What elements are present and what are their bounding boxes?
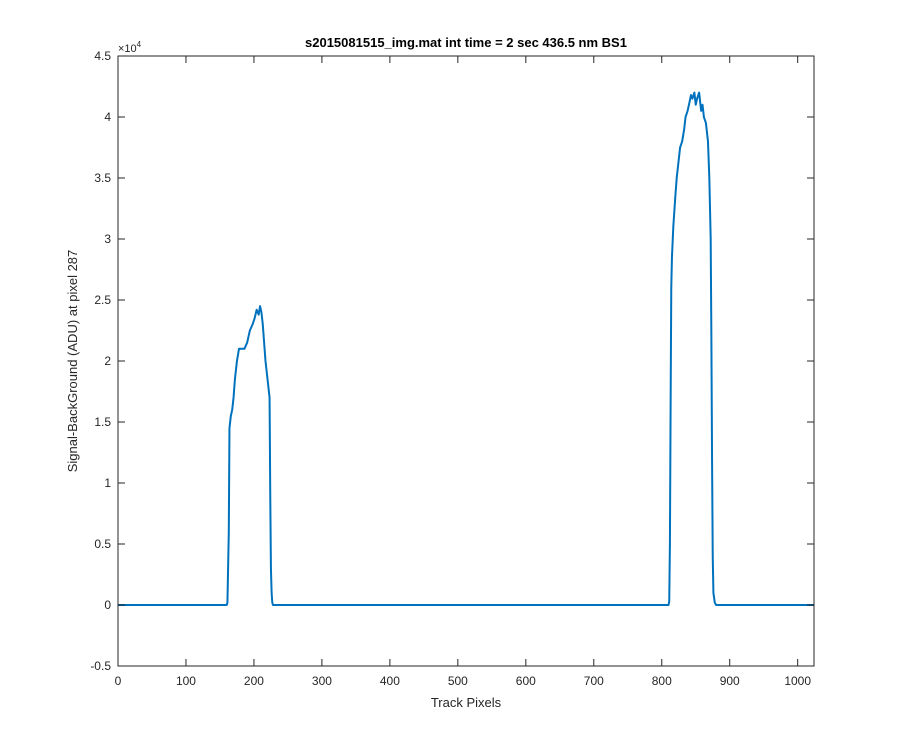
x-tick-label: 600 xyxy=(516,674,536,688)
y-tick-label: 2.5 xyxy=(94,293,111,307)
x-tick-label: 0 xyxy=(115,674,122,688)
y-axis-multiplier-exponent: 4 xyxy=(137,40,142,49)
x-tick-label: 500 xyxy=(448,674,468,688)
series-layer xyxy=(118,91,814,606)
y-axis: -0.5 0 0.5 1 1.5 2 2.5 3 3.5 4 4.5 xyxy=(90,49,814,673)
y-axis-label: Signal-BackGround (ADU) at pixel 287 xyxy=(65,250,80,473)
y-tick-label: 1 xyxy=(104,476,111,490)
y-tick-label: -0.5 xyxy=(90,659,111,673)
x-tick-label: 300 xyxy=(312,674,332,688)
y-tick-label: 4 xyxy=(104,110,111,124)
x-tick-label: 100 xyxy=(176,674,196,688)
y-tick-label: 3 xyxy=(104,232,111,246)
chart-title: s2015081515_img.mat int time = 2 sec 436… xyxy=(305,35,627,50)
x-tick-label: 800 xyxy=(652,674,672,688)
y-tick-label: 0.5 xyxy=(94,537,111,551)
y-tick-label: 2 xyxy=(104,354,111,368)
x-tick-label: 700 xyxy=(584,674,604,688)
x-tick-label: 200 xyxy=(244,674,264,688)
y-axis-multiplier-base: ×10 xyxy=(118,43,137,55)
x-tick-label: 900 xyxy=(720,674,740,688)
y-tick-label: 3.5 xyxy=(94,171,111,185)
x-tick-label: 400 xyxy=(380,674,400,688)
series-line xyxy=(118,91,814,606)
y-tick-label: 0 xyxy=(104,598,111,612)
y-tick-label: 4.5 xyxy=(94,49,111,63)
plot-background xyxy=(118,56,814,666)
y-axis-multiplier: ×104 xyxy=(118,40,142,55)
x-axis-label: Track Pixels xyxy=(431,695,502,710)
x-axis: 0 100 200 300 400 500 600 700 800 900 1000 xyxy=(115,56,811,688)
x-tick-label: 1000 xyxy=(784,674,811,688)
y-tick-label: 1.5 xyxy=(94,415,111,429)
